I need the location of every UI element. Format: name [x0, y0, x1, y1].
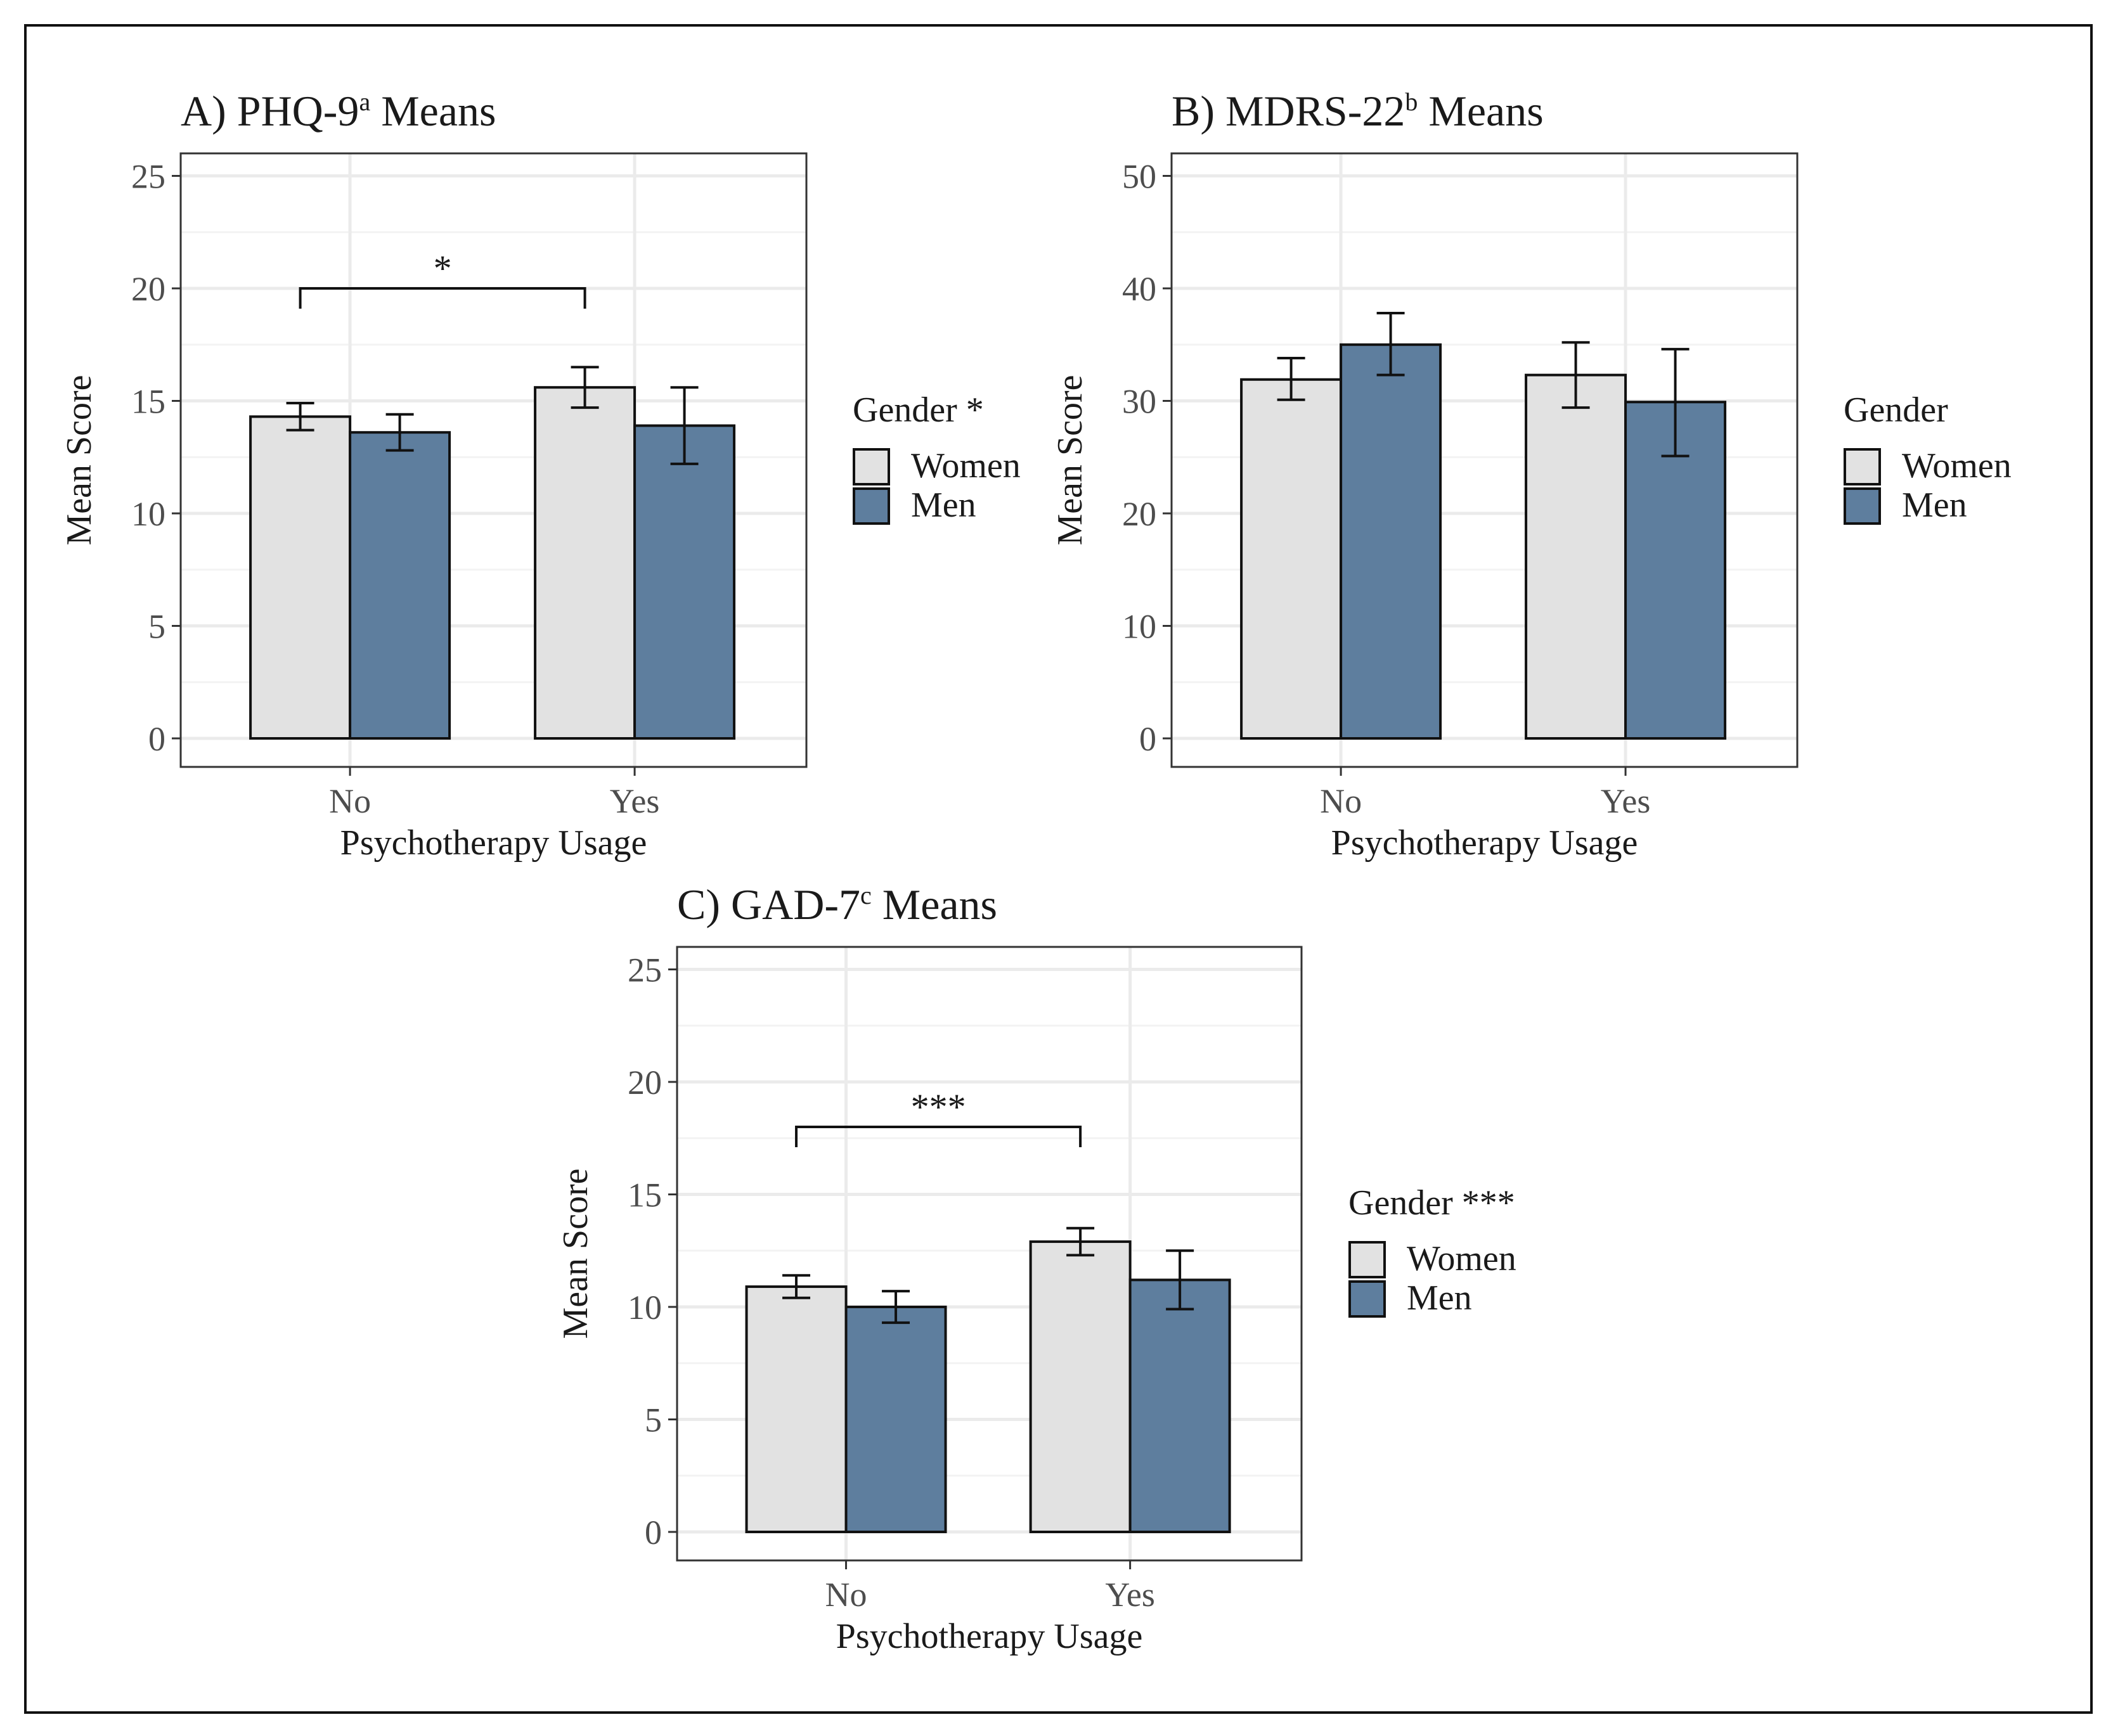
bar-men-no [349, 431, 451, 740]
y-axis-title: Mean Score [1050, 375, 1090, 545]
panel-title-superscript: b [1405, 87, 1418, 116]
legend-title: Gender [1844, 390, 1948, 430]
y-tick-label: 10 [131, 495, 165, 533]
y-tick-label: 25 [131, 158, 165, 196]
error-bar-men-no [1376, 312, 1405, 376]
panel-title-suffix: Means [1418, 87, 1543, 135]
panel-title-main: C) GAD-7 [677, 880, 860, 929]
legend-key-women [853, 448, 890, 485]
legend-key-women [1348, 1241, 1386, 1278]
y-tick-label: 0 [645, 1514, 662, 1552]
y-tick-label: 50 [1122, 158, 1156, 196]
x-tick-label: No [329, 782, 371, 820]
significance-label: *** [911, 1086, 966, 1128]
legend-label-men: Men [1407, 1278, 1472, 1318]
error-bar-men-yes [1661, 347, 1690, 458]
x-tick-label: No [825, 1576, 867, 1614]
error-bar-women-yes [571, 366, 599, 409]
y-tick-label: 0 [1139, 720, 1156, 758]
x-tick-label: Yes [1105, 1576, 1155, 1614]
panel-title-superscript: a [359, 87, 370, 116]
legend-key-women [1844, 448, 1881, 485]
panel-title-superscript: c [860, 881, 872, 910]
y-tick-label: 20 [131, 270, 165, 308]
panel-title: A) PHQ-9a Means [181, 87, 496, 135]
bar-women-yes [534, 386, 636, 740]
significance-bracket [795, 1126, 1082, 1147]
y-tick-label: 20 [628, 1064, 662, 1102]
y-tick-label: 5 [645, 1401, 662, 1439]
plot-panel-border [1170, 152, 1799, 768]
legend-label-men: Men [911, 485, 976, 525]
legend-title: Gender * [853, 390, 984, 430]
legend-title: Gender *** [1348, 1183, 1515, 1223]
panel-title: C) GAD-7c Means [677, 880, 997, 929]
legend-label-women: Women [1902, 446, 2012, 485]
error-bar-men-yes [1166, 1249, 1194, 1311]
y-tick-label: 15 [131, 383, 165, 421]
bar-women-yes [1029, 1240, 1132, 1534]
error-bar-men-no [882, 1290, 910, 1324]
legend-key-men [1844, 487, 1881, 525]
significance-bracket [299, 287, 586, 309]
bar-men-yes [1128, 1278, 1231, 1534]
significance-label: * [434, 248, 452, 289]
x-axis-title: Psychotherapy Usage [340, 823, 647, 863]
bar-men-no [1340, 343, 1442, 740]
bar-men-yes [633, 424, 736, 740]
x-axis-title: Psychotherapy Usage [1331, 823, 1638, 863]
panel-title-suffix: Means [370, 87, 496, 135]
y-tick-label: 15 [628, 1176, 662, 1214]
error-bar-women-yes [1561, 341, 1590, 409]
bar-women-yes [1525, 373, 1627, 740]
error-bar-men-no [385, 413, 414, 452]
y-tick-label: 5 [148, 608, 165, 646]
y-tick-label: 0 [148, 720, 165, 758]
x-tick-label: Yes [610, 782, 660, 820]
y-axis-title: Mean Score [556, 1168, 595, 1339]
y-tick-label: 20 [1122, 495, 1156, 533]
y-tick-label: 25 [628, 951, 662, 989]
bar-women-no [249, 415, 352, 740]
legend-label-men: Men [1902, 485, 1967, 525]
panel-title: B) MDRS-22b Means [1172, 87, 1544, 135]
x-axis-title: Psychotherapy Usage [836, 1617, 1143, 1656]
bar-women-no [745, 1285, 848, 1534]
figure-frame [24, 24, 2093, 1714]
y-tick-label: 10 [1122, 608, 1156, 646]
error-bar-men-yes [670, 386, 699, 465]
error-bar-women-no [1277, 357, 1305, 401]
error-bar-women-no [782, 1274, 811, 1299]
y-tick-label: 10 [628, 1289, 662, 1327]
plot-panel-border [676, 946, 1303, 1562]
plot-panel-border [179, 152, 808, 768]
y-axis-title: Mean Score [60, 375, 99, 545]
legend-label-women: Women [1407, 1239, 1516, 1278]
panel-title-main: A) PHQ-9 [181, 87, 359, 135]
legend-key-men [1348, 1280, 1386, 1318]
bar-men-no [844, 1306, 947, 1533]
x-tick-label: No [1320, 782, 1362, 820]
y-tick-label: 30 [1122, 383, 1156, 421]
bar-men-yes [1624, 401, 1727, 740]
error-bar-women-no [286, 402, 314, 432]
panel-title-suffix: Means [872, 880, 997, 929]
panel-title-main: B) MDRS-22 [1172, 87, 1405, 135]
bar-women-no [1240, 378, 1343, 740]
legend-key-men [853, 487, 890, 525]
legend-label-women: Women [911, 446, 1021, 485]
y-tick-label: 40 [1122, 270, 1156, 308]
x-tick-label: Yes [1601, 782, 1651, 820]
error-bar-women-yes [1066, 1226, 1095, 1257]
